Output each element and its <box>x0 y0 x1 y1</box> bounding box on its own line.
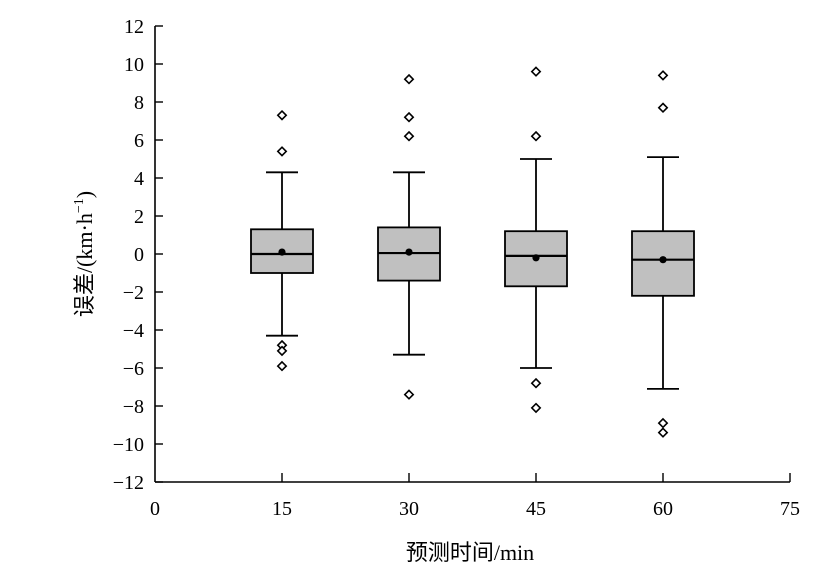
outlier-point <box>276 360 288 372</box>
x-tick-label: 60 <box>653 498 673 520</box>
box-group <box>504 66 568 414</box>
plot-area <box>250 66 695 438</box>
mean-point <box>659 256 667 264</box>
outlier-point <box>276 345 288 357</box>
y-tick-label: −12 <box>113 472 144 494</box>
x-tick-label: 30 <box>399 498 419 520</box>
x-axis-title: 预测时间/min <box>406 540 534 565</box>
outlier-point <box>530 377 542 389</box>
outlier-point <box>403 130 415 142</box>
y-tick-label: 12 <box>124 16 144 38</box>
outlier-point <box>530 402 542 414</box>
x-tick-label: 75 <box>780 498 800 520</box>
axes: −12 −10 −8 −6 −4 −2 0 2 4 6 8 10 12 0 15 30 45 60 75 <box>113 16 800 520</box>
box-group <box>631 70 695 438</box>
x-tick-label: 15 <box>272 498 292 520</box>
x-tick-label: 0 <box>150 498 160 520</box>
y-tick-label: 8 <box>134 92 144 114</box>
outlier-point <box>530 130 542 142</box>
outlier-point <box>403 389 415 400</box>
outlier-point <box>276 146 288 157</box>
mean-point <box>532 254 540 262</box>
y-tick-label: −10 <box>113 434 144 456</box>
outlier-point <box>657 427 669 438</box>
outlier-point <box>657 70 669 81</box>
y-tick-label: 2 <box>134 206 144 228</box>
outlier-point <box>530 66 542 77</box>
y-tick-label: 10 <box>124 54 144 76</box>
outlier-point <box>657 102 669 114</box>
y-tick-label: −2 <box>123 282 144 304</box>
mean-point <box>405 248 413 256</box>
y-tick-label: 0 <box>134 244 144 266</box>
y-tick-label: 4 <box>134 168 144 190</box>
y-tick-label: −4 <box>123 320 144 342</box>
box-group <box>377 73 441 400</box>
y-axis-title-main: 误差/(km·h <box>72 213 97 317</box>
y-axis-title: 误差/(km·h−1) <box>72 191 97 317</box>
y-axis-title-superscript: −1 <box>72 198 87 213</box>
y-tick-label: −8 <box>123 396 144 418</box>
mean-point <box>278 248 286 256</box>
y-tick-label: −6 <box>123 358 144 380</box>
x-tick-label: 45 <box>526 498 546 520</box>
outlier-point <box>276 109 288 121</box>
outlier-point <box>657 417 669 429</box>
outlier-point <box>403 111 415 123</box>
y-tick-label: 6 <box>134 130 144 152</box>
iqr-box <box>631 230 695 297</box>
outlier-point <box>403 73 415 85</box>
y-axis-title-close: ) <box>72 191 97 198</box>
box-group <box>250 109 314 372</box>
